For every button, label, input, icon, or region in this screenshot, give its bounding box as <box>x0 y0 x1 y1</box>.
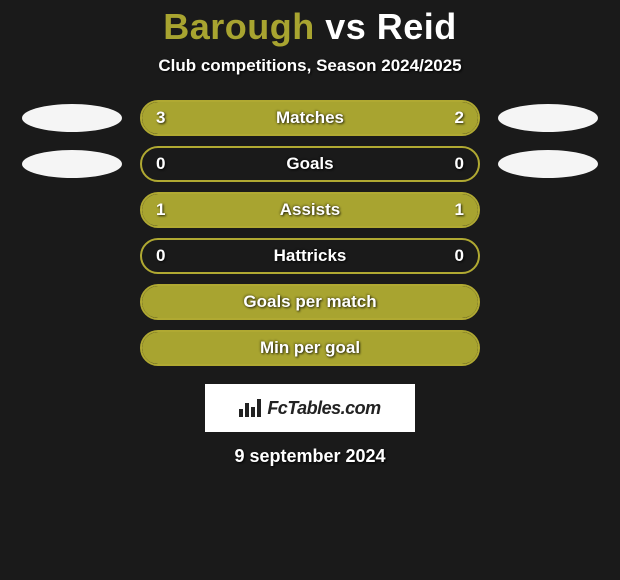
stat-bar: 0 0 Goals <box>140 146 480 182</box>
stat-label: Matches <box>276 108 344 128</box>
stat-row: 0 0 Goals <box>22 146 598 182</box>
stat-bar: 0 0 Hattricks <box>140 238 480 274</box>
stat-label: Hattricks <box>274 246 347 266</box>
stat-value-right: 0 <box>455 154 464 174</box>
stat-row: 0 0 Hattricks <box>22 238 598 274</box>
date: 9 september 2024 <box>234 446 385 467</box>
comparison-card: Barough vs Reid Club competitions, Seaso… <box>0 0 620 580</box>
stat-bar: Min per goal <box>140 330 480 366</box>
stat-value-left: 0 <box>156 154 165 174</box>
stat-label: Goals <box>286 154 333 174</box>
player2-name: Reid <box>377 6 457 47</box>
player1-avatar <box>22 104 122 132</box>
stat-value-left: 3 <box>156 108 165 128</box>
stat-row: 3 2 Matches <box>22 100 598 136</box>
stat-row: Goals per match <box>22 284 598 320</box>
brand-badge: FcTables.com <box>205 384 415 432</box>
player1-name: Barough <box>163 6 315 47</box>
stat-value-left: 0 <box>156 246 165 266</box>
title: Barough vs Reid <box>163 6 457 48</box>
stat-rows: 3 2 Matches 0 0 Goals 1 1 Assists 0 0 Hattricks Goal… <box>22 100 598 376</box>
stat-value-right: 2 <box>455 108 464 128</box>
player1-avatar <box>22 150 122 178</box>
player2-avatar <box>498 150 598 178</box>
stat-row: 1 1 Assists <box>22 192 598 228</box>
brand-chart-icon <box>239 399 261 417</box>
stat-bar: 3 2 Matches <box>140 100 480 136</box>
subtitle: Club competitions, Season 2024/2025 <box>158 56 461 76</box>
stat-label: Min per goal <box>260 338 360 358</box>
player2-avatar <box>498 104 598 132</box>
brand-text: FcTables.com <box>267 398 380 419</box>
stat-label: Assists <box>280 200 340 220</box>
vs-text: vs <box>325 6 366 47</box>
stat-value-right: 1 <box>455 200 464 220</box>
stat-bar: Goals per match <box>140 284 480 320</box>
stat-bar: 1 1 Assists <box>140 192 480 228</box>
stat-value-left: 1 <box>156 200 165 220</box>
stat-value-right: 0 <box>455 246 464 266</box>
stat-label: Goals per match <box>243 292 376 312</box>
stat-row: Min per goal <box>22 330 598 366</box>
